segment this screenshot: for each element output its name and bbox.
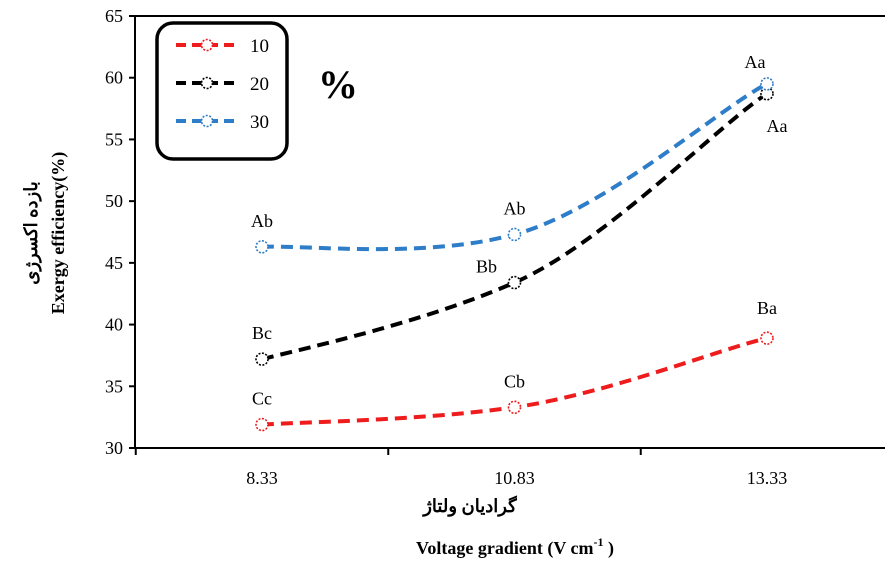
- legend-20-label: 20: [250, 74, 269, 95]
- series-20-point: [760, 86, 774, 101]
- series-20-point: [255, 352, 269, 366]
- x-axis-ticks: 8.33 10.83 13.33: [134, 448, 788, 488]
- series-10-data-label: Cc: [252, 389, 272, 409]
- series-30-data-label: Ab: [504, 198, 526, 218]
- y-tick-label: 30: [105, 438, 123, 458]
- series-20-data-label: Bc: [252, 323, 272, 343]
- y-axis-title-en: Exergy efficiency(%): [48, 152, 69, 314]
- series-30-point: [760, 77, 774, 91]
- legend-10-label: 10: [250, 36, 269, 57]
- y-axis-title-fa: بازده اکسرژی: [21, 181, 42, 284]
- x-axis-title-en: Voltage gradient (V cm-1 ): [416, 535, 614, 559]
- y-axis-ticks: 30 35 40 45 50 55 60 65: [105, 6, 135, 458]
- legend-30-marker: [200, 114, 214, 128]
- series-20-line: [261, 92, 769, 362]
- series-10-point: [507, 400, 522, 415]
- series-layer: Cc Cb Ba Bc Bb Aa Ab Ab Aa: [251, 52, 788, 432]
- series-10-data-label: Ba: [757, 298, 777, 318]
- series-20-point: [507, 275, 522, 290]
- y-tick-label: 55: [105, 129, 123, 149]
- y-tick-label: 50: [105, 191, 123, 211]
- y-tick-label: 65: [105, 6, 123, 26]
- x-tick-label: 8.33: [246, 468, 278, 488]
- y-tick-label: 35: [105, 376, 123, 396]
- y-tick-label: 60: [105, 68, 123, 88]
- legend-10-marker: [200, 38, 214, 52]
- legend-20-marker: [200, 76, 214, 90]
- series-30-point: [507, 227, 522, 242]
- series-20-data-label: Bb: [476, 257, 497, 277]
- y-tick-label: 40: [105, 315, 123, 335]
- legend-unit-label: %: [318, 62, 358, 107]
- x-axis-title-fa: گرادیان ولتاژ: [421, 495, 517, 517]
- x-tick-label: 13.33: [747, 468, 788, 488]
- series-30-point: [255, 240, 269, 254]
- series-30-data-label: Aa: [745, 52, 766, 72]
- series-10-point: [760, 331, 774, 345]
- series-30-line: [261, 82, 768, 252]
- series-30-data-label: Ab: [251, 211, 273, 231]
- series-20-data-label: Aa: [767, 116, 788, 136]
- legend-30-label: 30: [250, 112, 269, 133]
- series-10-point: [255, 417, 269, 432]
- x-tick-label: 10.83: [494, 468, 535, 488]
- axes: [134, 15, 885, 449]
- y-tick-label: 45: [105, 253, 123, 273]
- legend: 10 20 30%: [155, 21, 358, 161]
- series-10-data-label: Cb: [504, 371, 525, 391]
- legend-box: [155, 21, 289, 161]
